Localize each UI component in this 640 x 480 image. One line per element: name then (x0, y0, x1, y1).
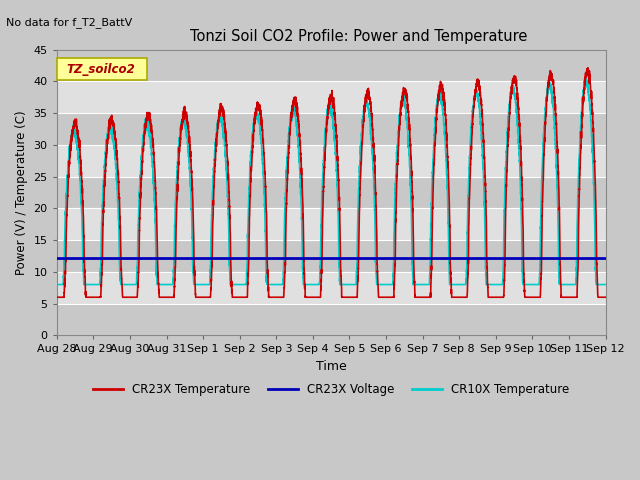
Text: TZ_soilco2: TZ_soilco2 (67, 63, 135, 76)
Legend: CR23X Temperature, CR23X Voltage, CR10X Temperature: CR23X Temperature, CR23X Voltage, CR10X … (88, 378, 574, 401)
Bar (57, 82, 605, 113)
FancyBboxPatch shape (57, 58, 147, 80)
X-axis label: Time: Time (316, 360, 347, 373)
Bar (57, 208, 605, 240)
Y-axis label: Power (V) / Temperature (C): Power (V) / Temperature (C) (15, 110, 28, 275)
Bar (57, 272, 605, 303)
Bar (57, 177, 605, 208)
Title: Tonzi Soil CO2 Profile: Power and Temperature: Tonzi Soil CO2 Profile: Power and Temper… (190, 29, 527, 44)
Bar (57, 50, 605, 82)
Bar (57, 113, 605, 145)
Bar (57, 145, 605, 177)
Text: No data for f_T2_BattV: No data for f_T2_BattV (6, 17, 132, 28)
Bar (57, 303, 605, 336)
Bar (57, 240, 605, 272)
